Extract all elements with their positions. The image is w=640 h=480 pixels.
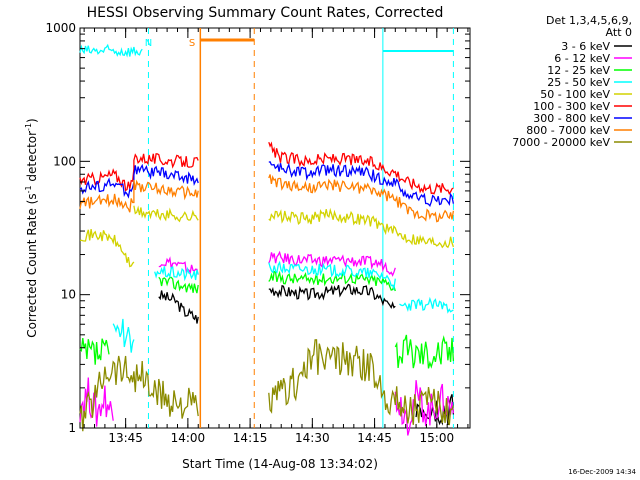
legend-header-line-2: Att 0 — [606, 26, 632, 39]
x-tick-label: 14:15 — [233, 431, 268, 445]
legend-label: 3 - 6 keV — [561, 40, 610, 53]
series-line-6 — [268, 161, 455, 208]
annotation-label: S — [189, 38, 195, 49]
series-line-3 — [268, 260, 396, 292]
series-line-1 — [268, 250, 396, 277]
series-line-3 — [154, 266, 199, 282]
x-tick-label: 13:45 — [108, 431, 143, 445]
plot-frame — [79, 27, 471, 429]
series-line-4 — [268, 207, 455, 249]
chart-title: HESSI Observing Summary Count Rates, Cor… — [87, 5, 444, 21]
series-line-7 — [79, 179, 199, 213]
legend-label: 25 - 50 keV — [547, 76, 610, 89]
series-line-8 — [268, 339, 455, 426]
series-line-6 — [79, 163, 199, 199]
x-tick-label: 14:00 — [171, 431, 206, 445]
y-axis-label: Corrected Count Rate (s-1 detector-1) — [24, 118, 39, 337]
series-line-4 — [79, 229, 135, 268]
legend-label: 50 - 100 keV — [540, 88, 610, 101]
y-tick-label: 1000 — [45, 21, 76, 35]
series-line-8 — [79, 355, 199, 432]
series-line-3 — [399, 296, 454, 314]
x-axis-label: Start Time (14-Aug-08 13:34:02) — [182, 457, 378, 471]
x-tick-label: 14:30 — [295, 431, 330, 445]
series-line-3 — [112, 318, 135, 353]
x-tick-label: 15:00 — [420, 431, 455, 445]
series-line-0 — [158, 290, 199, 324]
x-tick-label: 14:45 — [357, 431, 392, 445]
legend-label: 6 - 12 keV — [554, 52, 610, 65]
y-tick-label: 100 — [53, 154, 76, 168]
legend-label: 300 - 800 keV — [533, 112, 610, 125]
series-line-0 — [268, 283, 396, 310]
legend-label: 7000 - 20000 keV — [512, 136, 610, 149]
series-line-5 — [79, 153, 199, 192]
series-line-2 — [158, 276, 199, 294]
legend-header-line-1: Det 1,3,4,5,6,9, — [546, 14, 632, 27]
series-line-1 — [79, 377, 114, 427]
series-line-4 — [133, 205, 199, 223]
series-line-1 — [158, 256, 199, 275]
legend-label: 100 - 300 keV — [533, 100, 610, 113]
series-line-3 — [79, 43, 143, 58]
y-axis: 1 10 100 1000 — [45, 21, 470, 435]
series-line-2 — [79, 338, 110, 365]
series-line-2 — [394, 334, 455, 369]
series-line-5 — [268, 141, 454, 195]
y-tick-label: 10 — [61, 288, 76, 302]
timestamp: 16-Dec-2009 14:34 — [568, 468, 636, 476]
legend-label: 12 - 25 keV — [547, 64, 610, 77]
series-line-7 — [268, 174, 455, 223]
annotation-label: N — [145, 38, 152, 49]
y-tick-label: 1 — [68, 421, 76, 435]
legend-label: 800 - 7000 keV — [526, 124, 610, 137]
x-axis: 13:45 14:00 14:15 14:30 14:45 15:00 — [83, 28, 469, 445]
series-line-2 — [268, 270, 396, 292]
